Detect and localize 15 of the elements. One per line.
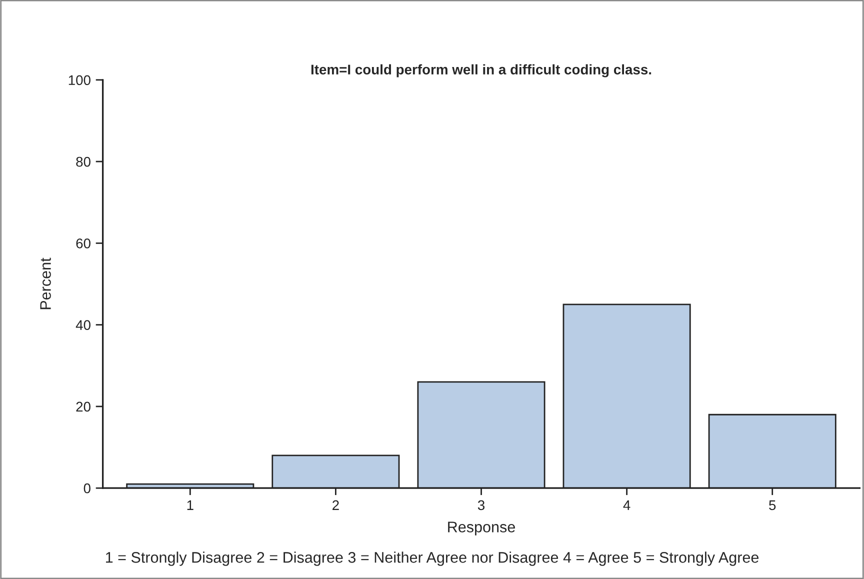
y-tick-label: 60 (76, 238, 90, 248)
x-tick-label: 3 (478, 500, 484, 510)
y-tick-label: 100 (68, 75, 90, 86)
chart-title: Item=I could perform well in a difficult coding class. (311, 64, 652, 78)
y-axis-title: Percent (40, 258, 51, 310)
text: 1 = Strongly Disagree 2 = Disagree 3 = Neither Agree nor Disagree 4 = Agree 5 = Strongly Agree (106, 552, 759, 566)
y-tick-label: 0 (84, 483, 90, 494)
y-tick-label: 40 (76, 320, 90, 330)
y-tick-label: 20 (76, 402, 90, 412)
x-tick-label: 4 (623, 500, 630, 510)
x-tick-label: 2 (332, 500, 339, 510)
x-tick-label: 5 (769, 500, 776, 510)
x-tick-label: 1 (187, 500, 194, 510)
y-tick-label: 80 (76, 156, 90, 167)
x-axis-title: Response (448, 522, 515, 536)
